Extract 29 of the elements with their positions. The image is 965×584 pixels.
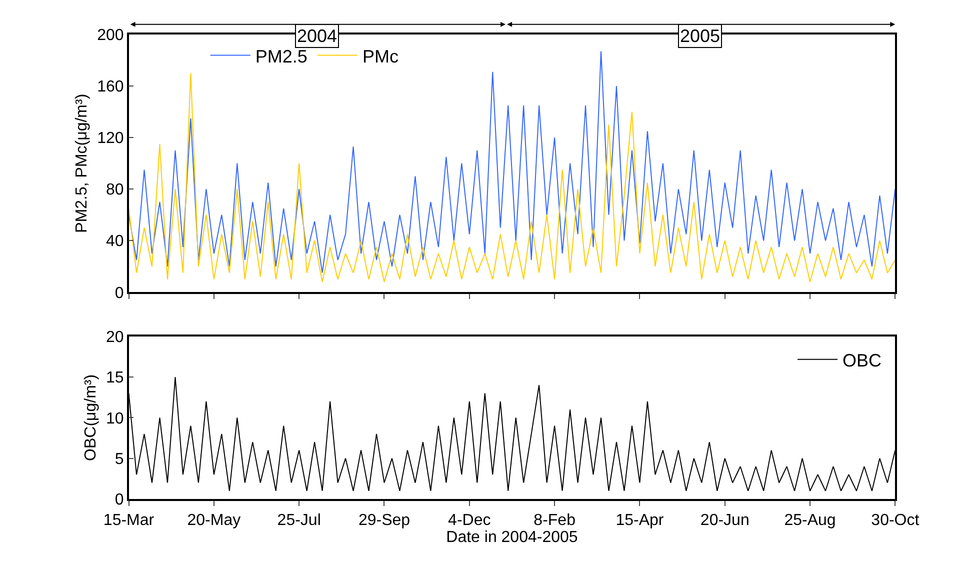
y-axis-title: PM2.5, PMc(μg/m³) <box>74 94 91 233</box>
x-tick-label: 29-Sep <box>358 512 410 529</box>
x-tick-label: 15-Apr <box>616 512 664 529</box>
x-tick-label: 8-Feb <box>534 512 576 529</box>
x-axis-title: Date in 2004-2005 <box>446 528 578 546</box>
y-tick-label: 0 <box>114 284 124 302</box>
y-tick-label: 0 <box>114 492 124 509</box>
x-tick-label: 20-May <box>187 512 241 529</box>
y-tick-label: 10 <box>106 410 124 428</box>
legend-label: OBC <box>842 350 882 370</box>
y-tick-label: 20 <box>106 328 124 346</box>
x-tick-label: 25-Aug <box>784 512 836 529</box>
annotation: 2005 <box>680 26 720 46</box>
annotation: 2004 <box>297 26 338 46</box>
legend-label: PMc <box>362 46 398 66</box>
y-tick-label: 40 <box>106 233 124 250</box>
x-tick-label: 15-Mar <box>103 512 155 529</box>
y-axis-title: OBC(μg/m³) <box>82 374 100 461</box>
y-tick-label: 15 <box>106 370 124 387</box>
x-tick-label: 20-Jun <box>700 512 750 529</box>
x-tick-label: 30-Oct <box>871 512 920 529</box>
x-tick-label: 4-Dec <box>448 512 491 529</box>
y-tick-label: 120 <box>97 130 124 148</box>
y-tick-label: 5 <box>114 450 124 468</box>
y-tick-label: 200 <box>97 27 124 44</box>
x-tick-label: 25-Jul <box>277 512 321 529</box>
y-tick-label: 160 <box>97 78 124 96</box>
y-tick-label: 80 <box>106 182 124 199</box>
legend-label: PM2.5 <box>255 46 308 66</box>
